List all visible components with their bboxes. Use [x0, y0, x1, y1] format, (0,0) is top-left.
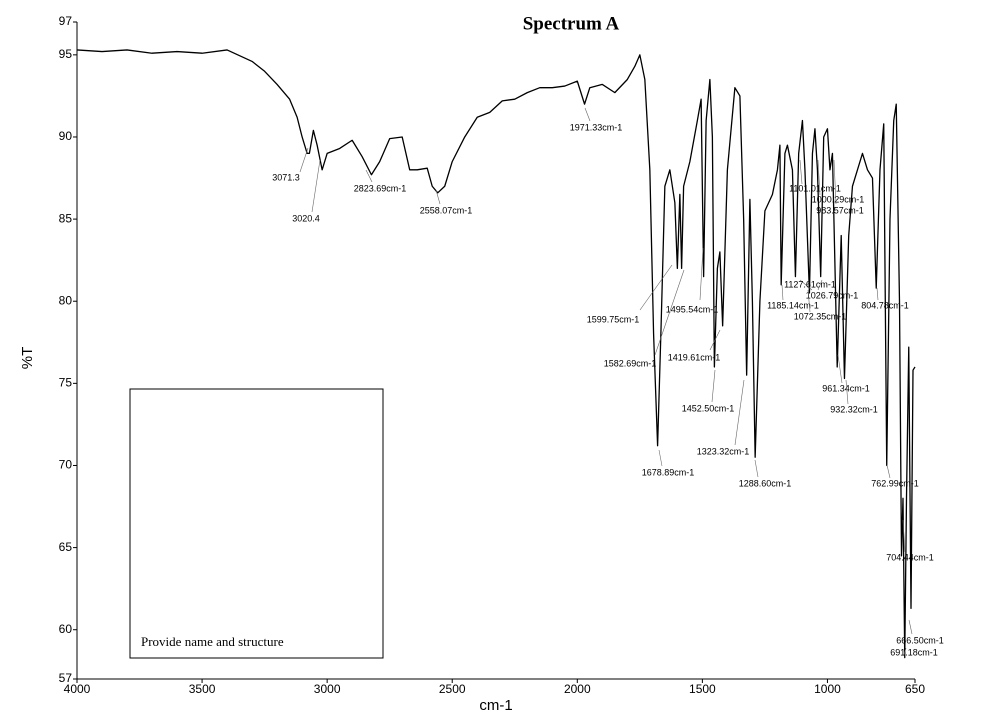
peak-leader — [639, 264, 673, 311]
peak-label: 1599.75cm-1 — [587, 314, 640, 324]
spectrum-line — [76, 49, 916, 659]
peak-label: 1678.89cm-1 — [642, 467, 695, 477]
peak-label: 1495.54cm-1 — [666, 304, 719, 314]
peak-leader — [699, 247, 704, 301]
peak-label: 1000.29cm-1 — [812, 194, 865, 204]
peak-leader — [817, 279, 823, 291]
x-tick-label: 650 — [905, 682, 925, 696]
peak-leader — [903, 647, 907, 656]
peak-label: 1127.61cm-1 — [784, 279, 836, 289]
peak-label: 932.32cm-1 — [830, 404, 878, 414]
peak-label: 762.99cm-1 — [871, 478, 919, 488]
peak-leader — [799, 279, 813, 291]
peak-leader — [886, 464, 891, 479]
peak-leader — [584, 107, 591, 122]
peak-leader — [711, 369, 716, 403]
y-tick-label: 65 — [59, 540, 73, 554]
peak-label: 804.78cm-1 — [861, 300, 909, 310]
x-tick-label: 1500 — [689, 682, 716, 696]
peak-label: 2558.07cm-1 — [420, 205, 473, 215]
y-tick-label: 70 — [59, 458, 73, 472]
peak-leader — [734, 379, 745, 446]
peak-label: 1582.69cm-1 — [604, 358, 657, 368]
y-tick-label: 90 — [59, 129, 73, 143]
peak-label: 691.18cm-1 — [890, 647, 938, 657]
peak-label: 1101.01cm-1 — [789, 183, 841, 193]
peak-label: 2823.69cm-1 — [354, 183, 407, 193]
peak-label: 666.50cm-1 — [896, 635, 944, 645]
peak-label: 1072.35cm-1 — [794, 311, 847, 321]
peak-leader — [299, 147, 309, 173]
peak-leader — [845, 379, 849, 405]
peak-leader — [908, 619, 913, 635]
peak-label: 1971.33cm-1 — [570, 122, 623, 132]
peak-leader — [902, 519, 906, 553]
peak-label: 704.44cm-1 — [886, 552, 934, 562]
peak-label: 3020.4 — [292, 213, 320, 223]
x-tick-label: 3500 — [189, 682, 216, 696]
y-tick-label: 57 — [59, 671, 73, 685]
y-tick-label: 97 — [59, 14, 73, 28]
y-tick-label: 60 — [59, 622, 73, 636]
x-tick-label: 2000 — [564, 682, 591, 696]
y-axis-label: %T — [19, 347, 36, 370]
chart-title: Spectrum A — [523, 13, 620, 34]
peak-leader — [658, 449, 663, 467]
peak-label: 1288.60cm-1 — [739, 478, 792, 488]
peak-leader — [817, 159, 821, 196]
peak-label: 983.57cm-1 — [816, 205, 864, 215]
y-tick-label: 95 — [59, 47, 73, 61]
answer-prompt: Provide name and structure — [141, 634, 284, 649]
x-tick-label: 3000 — [314, 682, 341, 696]
peak-label: 1323.32cm-1 — [697, 446, 750, 456]
peak-leader — [709, 329, 721, 351]
x-axis-label: cm-1 — [479, 697, 512, 714]
peak-leader — [833, 159, 837, 205]
peak-leader — [365, 169, 373, 183]
peak-leader — [799, 159, 803, 185]
peak-leader — [876, 287, 879, 301]
peak-leader — [837, 354, 843, 384]
peak-label: 1026.79cm-1 — [806, 290, 859, 300]
y-tick-label: 80 — [59, 293, 73, 307]
y-tick-label: 85 — [59, 211, 73, 225]
peak-leader — [807, 289, 811, 313]
peak-label: 1185.14cm-1 — [767, 300, 819, 310]
peak-label: 1452.50cm-1 — [682, 403, 735, 413]
peak-label: 1419.61cm-1 — [668, 352, 721, 362]
peak-leader — [435, 189, 441, 205]
peak-leader — [781, 284, 784, 301]
x-tick-label: 1000 — [814, 682, 841, 696]
y-tick-label: 75 — [59, 376, 73, 390]
peak-leader — [311, 159, 321, 213]
x-tick-label: 4000 — [64, 682, 91, 696]
peak-label: 3071.3 — [272, 172, 300, 182]
peak-label: 961.34cm-1 — [822, 383, 870, 393]
peak-leader — [654, 269, 685, 356]
answer-box — [129, 388, 384, 659]
peak-leader — [754, 459, 759, 478]
x-tick-label: 2500 — [439, 682, 466, 696]
